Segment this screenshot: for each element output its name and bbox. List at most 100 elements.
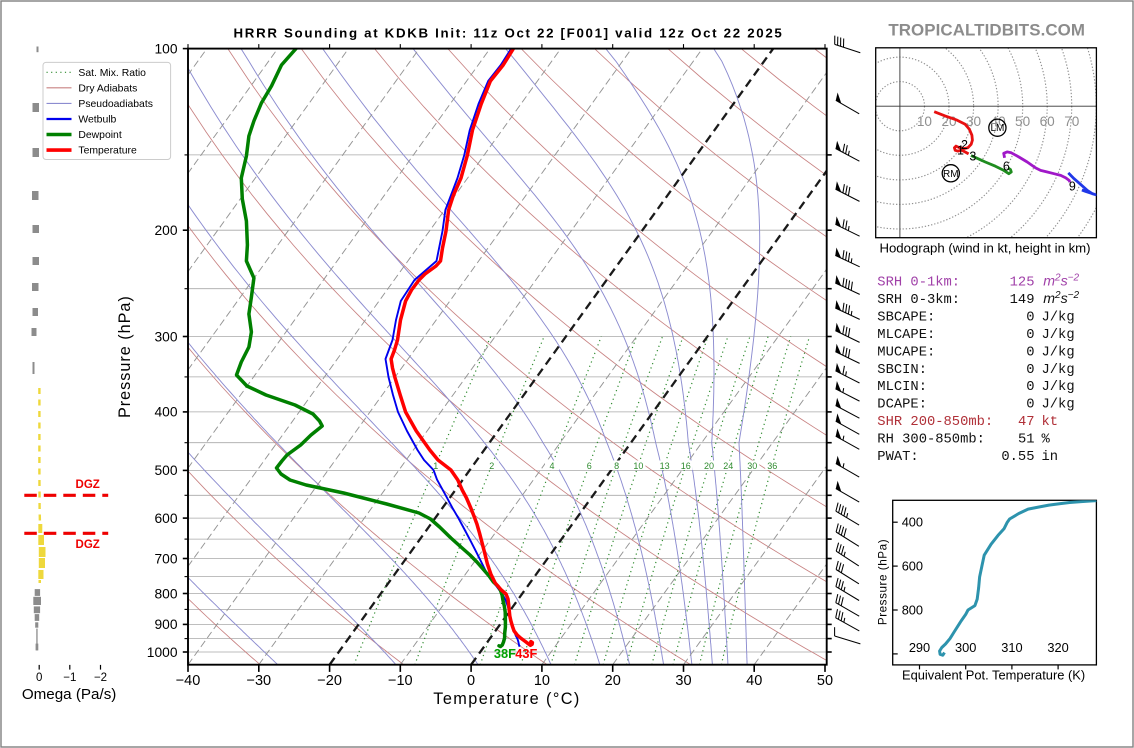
svg-text:50: 50 [817,673,833,689]
svg-text:0: 0 [1026,398,1034,413]
svg-text:60: 60 [1040,114,1056,129]
svg-text:10: 10 [917,114,933,129]
svg-text:2: 2 [961,138,968,152]
svg-text:3: 3 [969,150,976,164]
svg-text:13: 13 [660,461,670,471]
svg-text:290: 290 [909,640,930,655]
svg-text:PWAT:: PWAT: [877,450,918,465]
svg-text:Temperature: Temperature [78,146,137,157]
svg-text:320: 320 [1047,640,1068,655]
svg-text:J/kg: J/kg [1042,309,1075,325]
svg-text:6: 6 [1003,160,1010,174]
svg-text:DGZ: DGZ [76,479,100,491]
svg-text:30: 30 [675,673,691,689]
svg-text:TROPICALTIDBITS.COM: TROPICALTIDBITS.COM [888,21,1085,40]
svg-text:800: 800 [902,603,923,618]
svg-text:36: 36 [767,461,777,471]
svg-text:MUCAPE:: MUCAPE: [877,345,935,360]
svg-text:J/kg: J/kg [1042,379,1075,395]
svg-text:0: 0 [1026,328,1034,343]
svg-text:400: 400 [154,405,177,420]
svg-text:1: 1 [433,461,438,471]
svg-text:600: 600 [902,559,923,574]
svg-text:Pressure (hPa): Pressure (hPa) [116,295,134,418]
svg-text:0: 0 [36,672,42,684]
svg-text:J/kg: J/kg [1042,327,1075,343]
svg-text:0: 0 [1026,380,1034,395]
svg-text:J/kg: J/kg [1042,344,1075,360]
svg-text:300: 300 [955,640,976,655]
svg-text:0: 0 [1026,310,1034,325]
svg-text:Wetbulb: Wetbulb [78,115,116,126]
svg-text:43F: 43F [515,646,537,661]
svg-text:0.55: 0.55 [1001,450,1034,465]
svg-text:200: 200 [154,223,177,238]
svg-text:Hodograph (wind in kt, height: Hodograph (wind in kt, height in km) [879,241,1090,256]
svg-text:HRRR Sounding at KDKB Init: 11: HRRR Sounding at KDKB Init: 11z Oct 22 [… [234,26,784,41]
svg-text:RH 300-850mb:: RH 300-850mb: [877,432,985,448]
svg-text:6: 6 [587,461,592,471]
svg-text:SHR 200-850mb:: SHR 200-850mb: [877,414,993,430]
svg-text:16: 16 [681,461,691,471]
svg-text:0: 0 [1026,345,1034,360]
svg-text:70: 70 [1064,114,1080,129]
svg-text:−2: −2 [94,672,107,684]
svg-text:500: 500 [154,463,177,478]
svg-text:800: 800 [154,586,177,601]
svg-text:−40: −40 [176,673,201,689]
svg-text:Temperature (°C): Temperature (°C) [433,690,580,708]
svg-text:2: 2 [489,461,494,471]
svg-text:4: 4 [549,461,554,471]
svg-text:%: % [1042,433,1051,448]
svg-text:100: 100 [154,41,177,56]
svg-text:DGZ: DGZ [76,539,100,551]
svg-text:−10: −10 [388,673,413,689]
svg-text:Sat. Mix. Ratio: Sat. Mix. Ratio [78,68,146,79]
svg-text:0: 0 [467,673,475,689]
svg-text:30: 30 [966,114,982,129]
svg-text:24: 24 [723,461,733,471]
svg-text:125: 125 [1010,276,1035,291]
svg-text:LM: LM [990,123,1004,134]
svg-text:8: 8 [614,461,619,471]
svg-text:300: 300 [154,329,177,344]
svg-text:30: 30 [747,461,757,471]
svg-text:SRH 0-3km:: SRH 0-3km: [877,292,960,308]
svg-text:9: 9 [1069,180,1076,194]
svg-text:MLCAPE:: MLCAPE: [877,328,935,343]
svg-text:Pressure (hPa): Pressure (hPa) [877,539,890,625]
svg-text:RM: RM [943,169,959,180]
svg-text:Dewpoint: Dewpoint [78,130,121,141]
svg-text:−30: −30 [246,673,271,689]
svg-text:DCAPE:: DCAPE: [877,398,927,413]
svg-text:10: 10 [534,673,550,689]
svg-text:−1: −1 [63,672,76,684]
svg-text:38F: 38F [494,646,516,661]
svg-text:SBCAPE:: SBCAPE: [877,310,935,325]
svg-text:Pseudoadiabats: Pseudoadiabats [78,99,153,110]
svg-text:50: 50 [1015,114,1031,129]
svg-text:0: 0 [1026,363,1034,378]
svg-text:Dry Adiabats: Dry Adiabats [78,83,137,94]
svg-text:SRH 0-1km:: SRH 0-1km: [877,275,960,291]
svg-text:40: 40 [991,114,1007,129]
svg-text:10: 10 [633,461,643,471]
svg-text:47: 47 [1018,415,1035,430]
svg-text:700: 700 [154,551,177,566]
svg-text:in: in [1042,449,1059,465]
svg-text:600: 600 [154,511,177,526]
svg-text:SBCIN:: SBCIN: [877,363,927,378]
svg-text:Omega (Pa/s): Omega (Pa/s) [22,686,117,703]
svg-text:J/kg: J/kg [1042,397,1075,413]
svg-text:51: 51 [1018,433,1035,448]
svg-text:−20: −20 [317,673,342,689]
svg-text:310: 310 [1001,640,1022,655]
svg-text:20: 20 [605,673,621,689]
svg-text:1: 1 [957,144,964,158]
svg-text:MLCIN:: MLCIN: [877,380,927,395]
svg-text:20: 20 [704,461,714,471]
svg-text:J/kg: J/kg [1042,362,1075,378]
svg-text:40: 40 [746,673,762,689]
svg-text:149: 149 [1010,293,1035,308]
svg-text:400: 400 [902,515,923,530]
